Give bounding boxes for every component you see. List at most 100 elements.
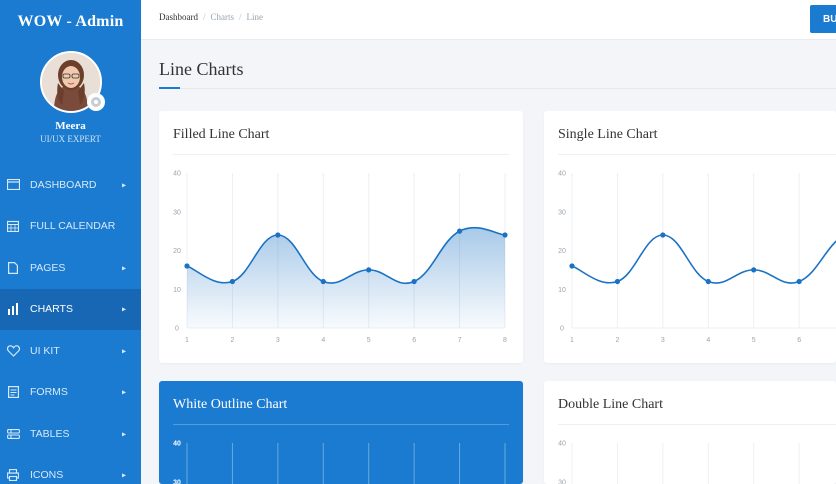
card-title: Single Line Chart — [558, 127, 658, 142]
breadcrumb-item-charts[interactable]: Charts — [210, 12, 235, 22]
breadcrumb: Dashboard / Charts / Line — [159, 12, 263, 22]
data-point[interactable] — [796, 278, 802, 285]
chevron-right-icon: ▸ — [121, 304, 126, 314]
data-point[interactable] — [502, 232, 508, 238]
data-point[interactable] — [751, 267, 757, 273]
data-point[interactable] — [366, 267, 372, 273]
series-line — [186, 226, 506, 285]
chevron-right-icon: ▸ — [121, 263, 126, 273]
data-point[interactable] — [569, 263, 575, 269]
data-point[interactable] — [660, 232, 666, 238]
y-tick-label: 30 — [173, 209, 181, 216]
file-icon — [6, 261, 20, 275]
printer-icon — [6, 468, 20, 482]
sidebar-item-charts[interactable]: CHARTS ▸ — [0, 288, 141, 330]
filled-line-chart-card: Filled Line Chart 0 10 20 30 40 1 2 3 4 5 6 7 8 — [159, 111, 523, 363]
topbar: Dashboard / Charts / Line BU — [141, 0, 836, 40]
sidebar-item-full-calendar[interactable]: FULL CALENDAR — [0, 206, 141, 248]
white-outline-chart: 30 40 — [173, 441, 506, 484]
data-point[interactable] — [275, 232, 281, 238]
card-divider — [558, 154, 836, 155]
x-tick-label: 6 — [412, 337, 416, 344]
chevron-right-icon: ▸ — [121, 180, 126, 190]
card-divider — [173, 154, 509, 155]
sidebar-item-ui-kit[interactable]: UI KIT ▸ — [0, 330, 141, 372]
user-role: UI/UX EXPERT — [40, 134, 101, 144]
card-title: Double Line Chart — [558, 397, 663, 412]
data-point[interactable] — [705, 278, 711, 285]
card-divider — [558, 424, 836, 425]
calendar-icon — [6, 219, 20, 233]
x-tick-label: 1 — [185, 337, 189, 344]
data-point[interactable] — [229, 278, 236, 285]
sidebar-item-dashboard[interactable]: DASHBOARD ▸ — [0, 164, 141, 206]
table-icon — [6, 427, 20, 441]
y-tick-label: 30 — [558, 479, 566, 484]
avatar-container — [39, 51, 105, 113]
data-point[interactable] — [456, 228, 463, 234]
sidebar-item-tables[interactable]: TABLES ▸ — [0, 413, 141, 455]
sidebar-item-icons[interactable]: ICONS ▸ — [0, 455, 141, 484]
settings-badge-icon[interactable] — [86, 93, 105, 111]
x-tick-label: 2 — [230, 337, 234, 344]
card-title: White Outline Chart — [173, 397, 288, 412]
x-tick-label: 2 — [615, 337, 619, 344]
chevron-right-icon: ▸ — [121, 470, 126, 480]
x-tick-label: 4 — [706, 337, 710, 344]
user-name: Meera — [55, 120, 86, 132]
form-icon — [6, 385, 20, 399]
sidebar-item-label: DASHBOARD — [30, 178, 97, 191]
sidebar-item-label: UI KIT — [30, 344, 60, 357]
x-tick-label: 4 — [321, 337, 325, 344]
sidebar-item-label: FORMS — [30, 386, 68, 399]
sidebar: WOW - Admin Meera UI/UX EXPERT DASHBOARD — [0, 0, 141, 484]
series-area — [187, 227, 505, 328]
y-tick-label: 20 — [173, 248, 181, 255]
x-tick-label: 7 — [458, 337, 462, 344]
sidebar-item-forms[interactable]: FORMS ▸ — [0, 372, 141, 414]
data-point[interactable] — [411, 278, 417, 285]
title-accent-bar — [159, 87, 180, 89]
x-tick-label: 3 — [276, 337, 280, 344]
data-point[interactable] — [614, 278, 621, 285]
data-point[interactable] — [184, 263, 190, 269]
y-tick-label: 20 — [558, 248, 566, 255]
brand-logo[interactable]: WOW - Admin — [17, 13, 124, 30]
double-line-chart-card: Double Line Chart 30 40 — [544, 381, 836, 484]
white-outline-chart-card: White Outline Chart 30 40 — [159, 381, 523, 484]
sidebar-item-label: PAGES — [30, 261, 66, 274]
sidebar-item-pages[interactable]: PAGES ▸ — [0, 247, 141, 289]
avatar-image — [41, 53, 100, 111]
breadcrumb-item-dashboard[interactable]: Dashboard — [159, 12, 198, 22]
x-tick-label: 8 — [503, 337, 507, 344]
card-divider — [173, 424, 509, 425]
bar-chart-icon — [6, 302, 20, 316]
filled-line-chart: 0 10 20 30 40 1 2 3 4 5 6 7 8 — [173, 171, 508, 344]
y-tick-label: 40 — [558, 441, 566, 448]
y-tick-label: 40 — [173, 171, 181, 178]
breadcrumb-item-line: Line — [246, 12, 264, 22]
chevron-right-icon: ▸ — [121, 387, 126, 397]
buy-button[interactable]: BU — [810, 5, 836, 33]
avatar[interactable] — [39, 51, 102, 113]
x-tick-label: 5 — [367, 337, 371, 344]
y-tick-label: 10 — [173, 287, 181, 294]
y-tick-label: 30 — [173, 479, 181, 484]
y-tick-label: 0 — [175, 326, 179, 333]
heart-icon — [6, 344, 20, 358]
sidebar-item-label: FULL CALENDAR — [30, 220, 116, 233]
title-divider — [159, 88, 836, 89]
x-tick-label: 1 — [570, 337, 574, 344]
sidebar-item-label: TABLES — [30, 427, 70, 440]
breadcrumb-separator: / — [203, 12, 206, 22]
page-title: Line Charts — [159, 59, 244, 79]
chevron-right-icon: ▸ — [121, 429, 126, 439]
sidebar-item-label: CHARTS — [30, 303, 73, 316]
series-line — [571, 234, 836, 284]
breadcrumb-separator: / — [239, 12, 242, 22]
data-point[interactable] — [320, 278, 326, 285]
x-tick-label: 5 — [752, 337, 756, 344]
double-line-chart: 30 40 — [558, 441, 800, 484]
